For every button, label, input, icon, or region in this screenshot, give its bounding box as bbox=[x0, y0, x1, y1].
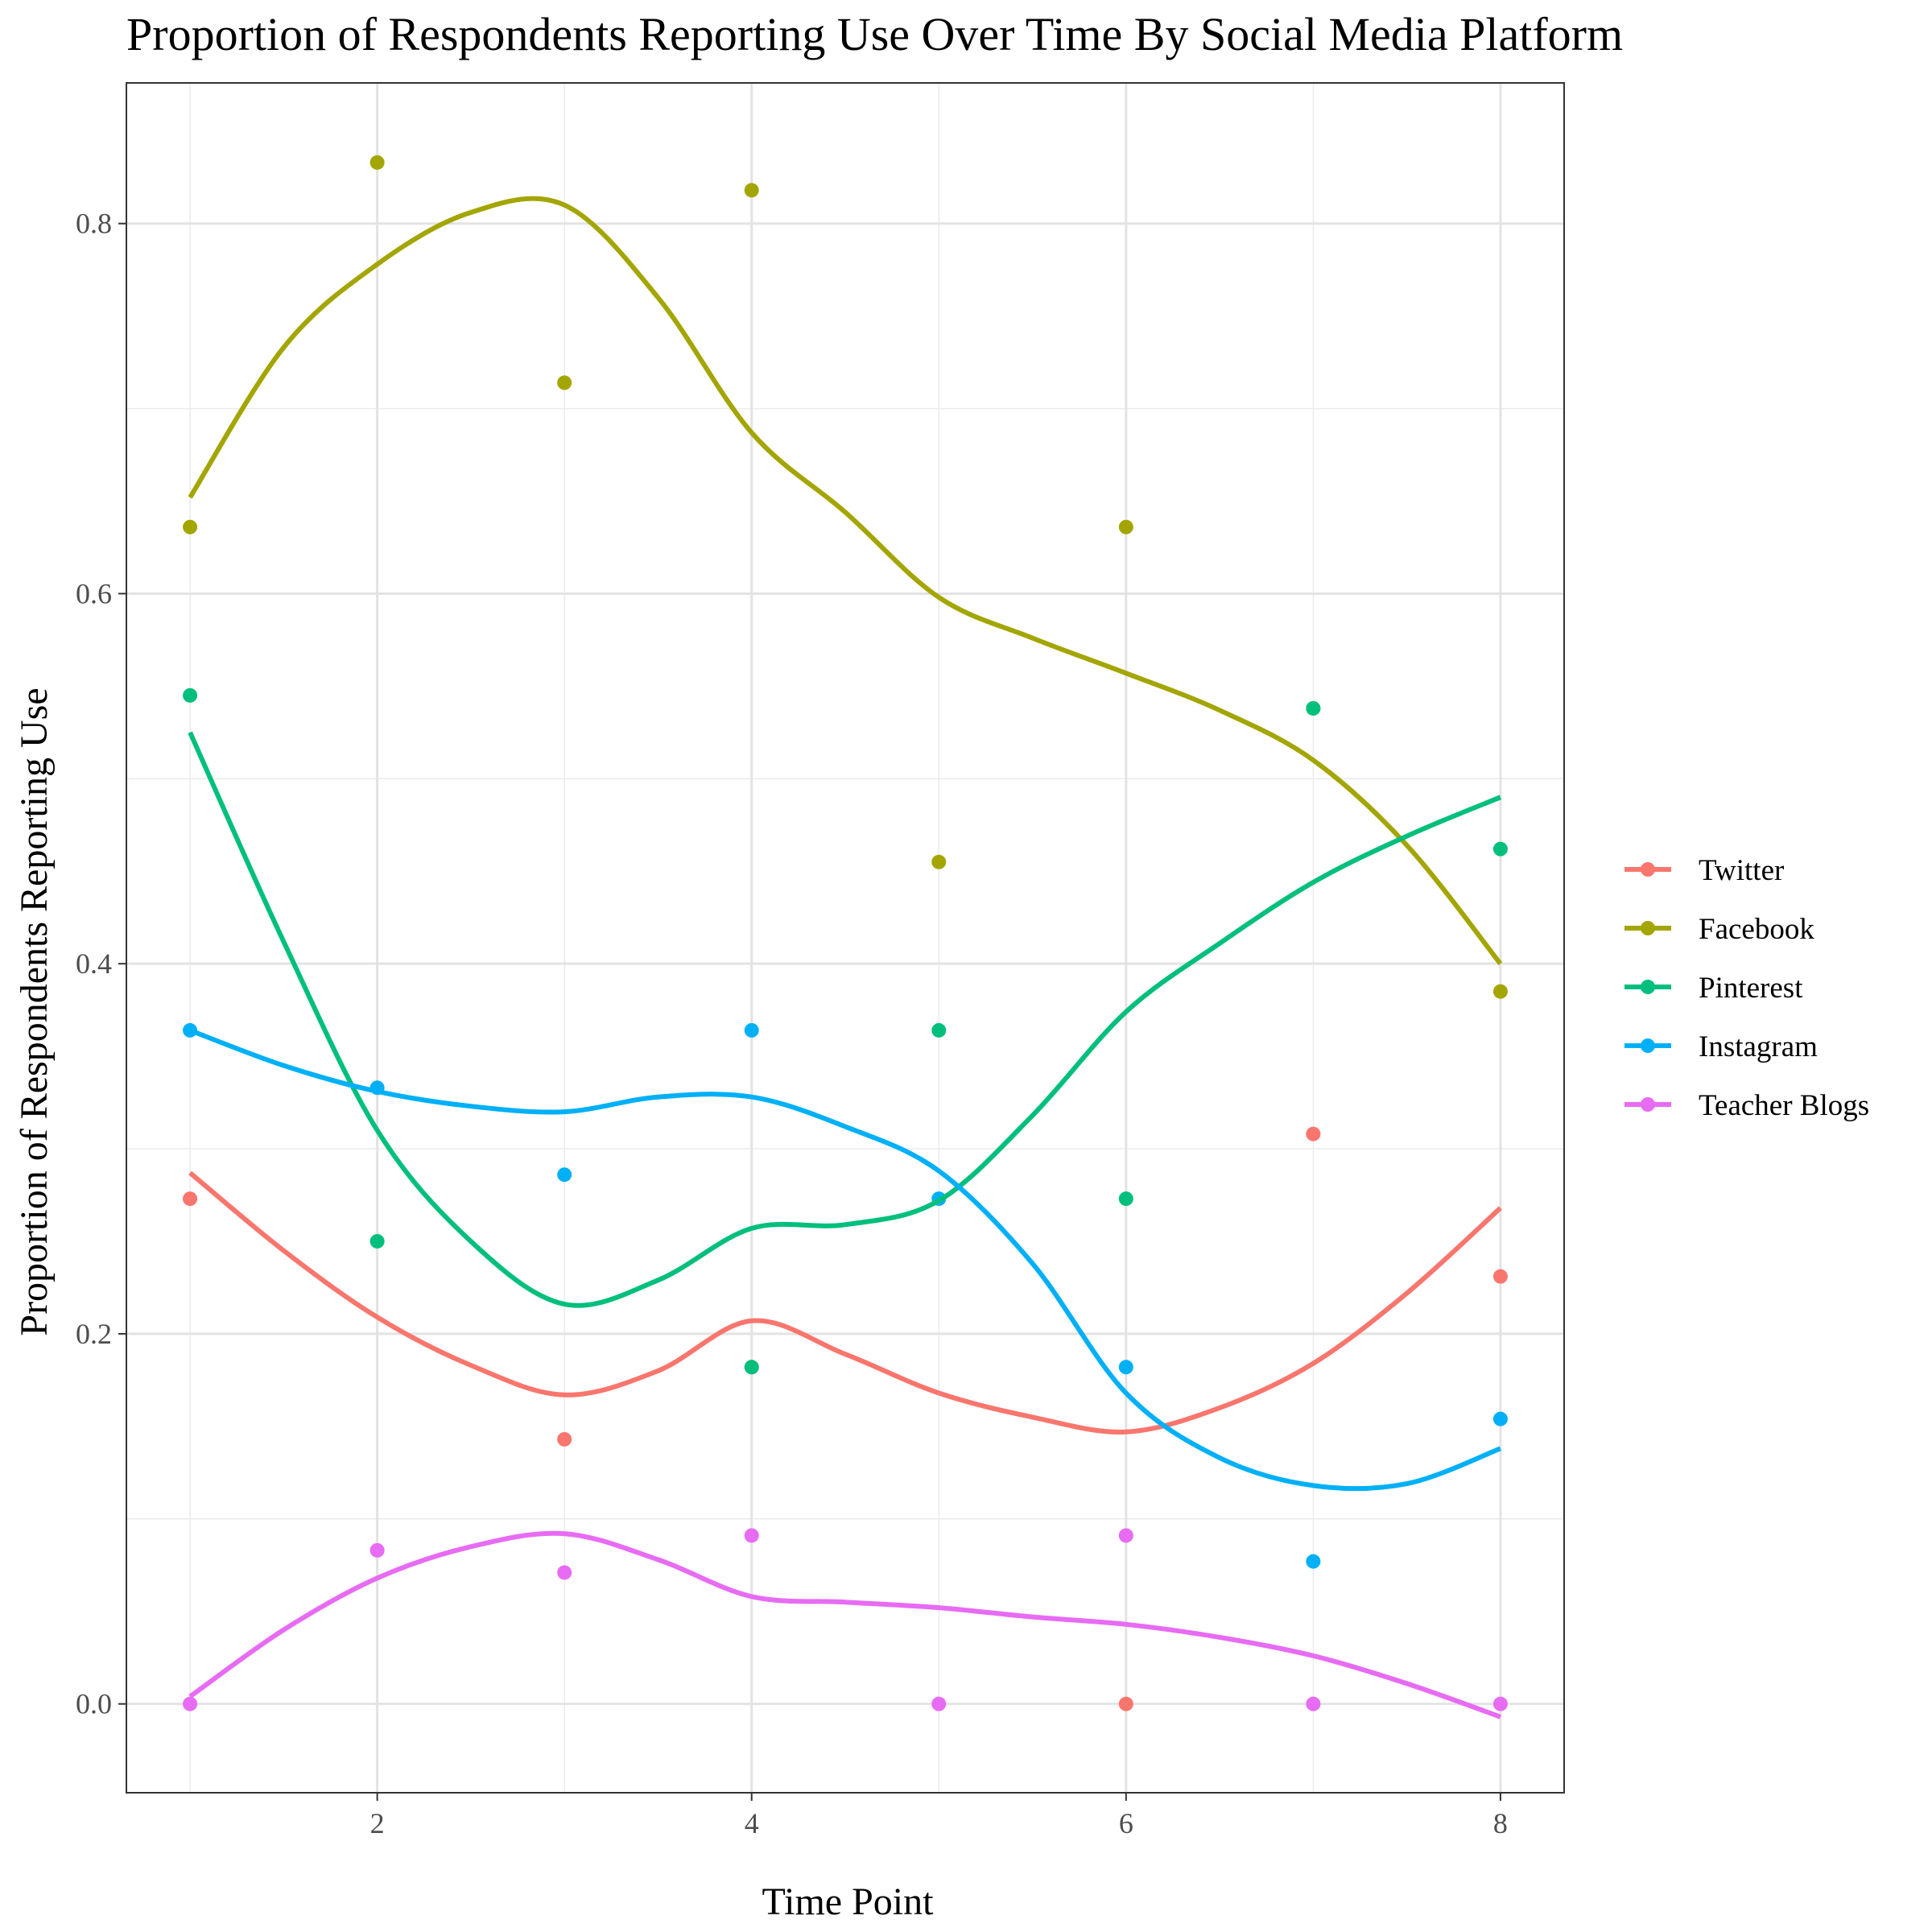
x-tick-label: 6 bbox=[1119, 1807, 1133, 1839]
point-facebook bbox=[744, 183, 759, 198]
smooth-line-pinterest bbox=[188, 731, 1502, 1308]
legend: Twitter Facebook Pinterest Instagram Teacher… bbox=[1624, 854, 1869, 1122]
legend-label: Instagram bbox=[1699, 1030, 1818, 1063]
x-tick-label: 4 bbox=[745, 1807, 759, 1839]
point-pinterest bbox=[1492, 841, 1508, 857]
legend-key-point bbox=[1641, 862, 1655, 877]
point-teacher-blogs bbox=[557, 1565, 572, 1580]
point-teacher-blogs bbox=[369, 1542, 385, 1558]
point-instagram bbox=[1492, 1411, 1508, 1426]
point-teacher-blogs bbox=[1492, 1696, 1508, 1711]
point-teacher-blogs bbox=[1306, 1696, 1321, 1711]
point-instagram bbox=[1306, 1554, 1321, 1569]
point-pinterest bbox=[1306, 700, 1321, 716]
x-tick-label: 2 bbox=[370, 1807, 385, 1839]
x-tick-label: 8 bbox=[1493, 1807, 1508, 1839]
legend-key-point bbox=[1641, 921, 1655, 935]
point-facebook bbox=[931, 854, 947, 869]
y-tick-label: 0.6 bbox=[76, 577, 112, 609]
legend-item-facebook: Facebook bbox=[1624, 913, 1814, 946]
point-twitter bbox=[183, 1191, 198, 1207]
point-instagram bbox=[1118, 1360, 1133, 1375]
legend-label: Teacher Blogs bbox=[1699, 1089, 1869, 1122]
chart-title: Proportion of Respondents Reporting Use … bbox=[126, 8, 1623, 60]
plot-panel: 0.0 0.2 0.4 0.6 0.8 2 4 6 8 bbox=[76, 82, 1565, 1839]
legend-label: Facebook bbox=[1699, 913, 1814, 946]
point-facebook bbox=[369, 155, 385, 170]
legend-label: Pinterest bbox=[1699, 972, 1803, 1005]
point-pinterest bbox=[183, 687, 198, 703]
point-twitter bbox=[1118, 1696, 1133, 1711]
point-instagram bbox=[744, 1022, 759, 1038]
legend-item-teacher-blogs: Teacher Blogs bbox=[1624, 1089, 1869, 1122]
legend-item-twitter: Twitter bbox=[1624, 854, 1784, 887]
panel-background bbox=[126, 83, 1564, 1793]
panel-border bbox=[126, 82, 1565, 1794]
legend-key-point bbox=[1641, 1097, 1655, 1112]
y-tick-label: 0.4 bbox=[76, 947, 112, 980]
legend-label: Twitter bbox=[1699, 854, 1784, 887]
point-instagram bbox=[557, 1167, 572, 1183]
point-pinterest bbox=[1118, 1191, 1133, 1207]
legend-key-point bbox=[1641, 1038, 1655, 1053]
point-teacher-blogs bbox=[1118, 1528, 1133, 1543]
y-tick-label: 0.2 bbox=[76, 1318, 112, 1350]
point-pinterest bbox=[369, 1233, 385, 1249]
point-teacher-blogs bbox=[183, 1696, 198, 1711]
point-teacher-blogs bbox=[931, 1696, 947, 1711]
point-facebook bbox=[1118, 519, 1133, 535]
point-twitter bbox=[1492, 1269, 1508, 1284]
smooth-line-teacher-blogs bbox=[188, 1530, 1501, 1719]
legend-item-pinterest: Pinterest bbox=[1624, 972, 1803, 1005]
point-pinterest bbox=[931, 1022, 947, 1038]
x-axis-title: Time Point bbox=[762, 1880, 935, 1923]
point-facebook bbox=[183, 519, 198, 535]
y-tick-label: 0.8 bbox=[76, 208, 112, 240]
series-layer bbox=[183, 155, 1508, 1719]
y-tick-label: 0.0 bbox=[76, 1688, 112, 1720]
y-axis-title: Proportion of Respondents Reporting Use bbox=[13, 687, 56, 1335]
point-teacher-blogs bbox=[744, 1528, 759, 1543]
point-facebook bbox=[557, 375, 572, 390]
smooth-line-facebook bbox=[188, 196, 1503, 966]
point-twitter bbox=[557, 1431, 572, 1447]
legend-key-point bbox=[1641, 980, 1655, 994]
point-pinterest bbox=[744, 1360, 759, 1375]
point-facebook bbox=[1492, 984, 1508, 999]
point-twitter bbox=[1306, 1126, 1321, 1141]
legend-item-instagram: Instagram bbox=[1624, 1030, 1818, 1063]
smooth-line-instagram bbox=[189, 1028, 1501, 1492]
smooth-line-twitter bbox=[188, 1170, 1502, 1435]
